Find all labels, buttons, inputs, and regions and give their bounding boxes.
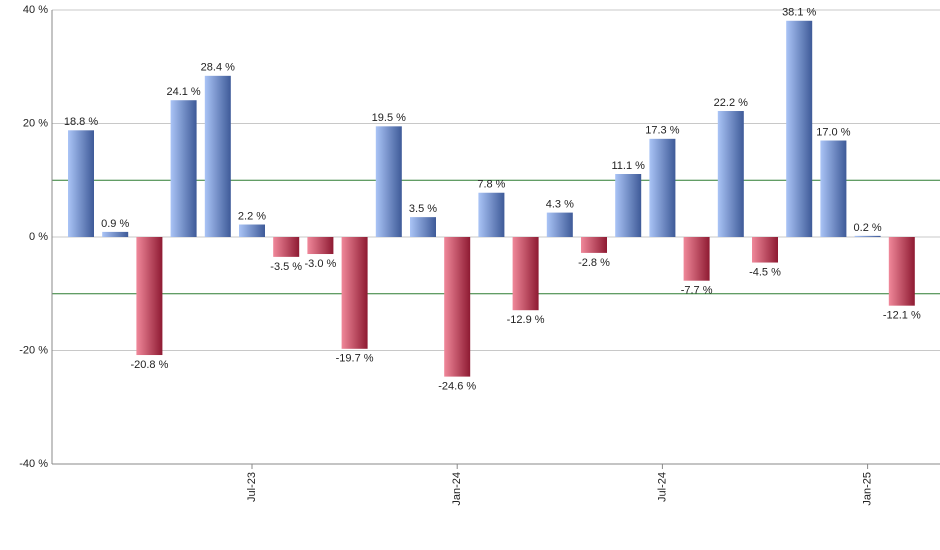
bar: [683, 237, 710, 281]
value-label: -12.9 %: [507, 314, 545, 326]
y-tick-label: -40 %: [19, 458, 48, 470]
x-tick-label: Jan-24: [451, 472, 463, 506]
bar: [546, 212, 573, 237]
value-label: -7.7 %: [681, 285, 713, 297]
bar: [170, 100, 197, 237]
bar: [615, 174, 642, 237]
value-label: 24.1 %: [166, 86, 200, 98]
bar: [649, 138, 676, 237]
bar: [581, 237, 607, 253]
bar: [204, 75, 231, 237]
value-label: 3.5 %: [409, 203, 437, 215]
bar: [239, 224, 265, 237]
bar: [136, 237, 163, 356]
value-label: 4.3 %: [546, 199, 574, 211]
bar: [273, 237, 300, 257]
bar: [102, 231, 129, 237]
bar: [307, 237, 334, 255]
x-tick-label: Jul-23: [246, 472, 258, 502]
value-label: 7.8 %: [477, 179, 505, 191]
bar: [752, 237, 778, 263]
value-label: -2.8 %: [578, 257, 610, 269]
value-label: 17.3 %: [645, 125, 679, 137]
value-label: -4.5 %: [749, 266, 781, 278]
bar: [444, 237, 471, 377]
bar: [410, 217, 436, 237]
bar: [820, 140, 847, 237]
bar: [375, 126, 402, 237]
value-label: 18.8 %: [64, 116, 98, 128]
value-label: 2.2 %: [238, 210, 266, 222]
value-label: 0.2 %: [854, 222, 882, 234]
bar: [341, 237, 368, 349]
value-label: -20.8 %: [130, 359, 168, 371]
y-tick-label: -20 %: [19, 344, 48, 356]
bar: [717, 111, 744, 237]
value-label: -3.5 %: [270, 261, 302, 273]
bar: [786, 20, 813, 237]
value-label: -12.1 %: [883, 310, 921, 322]
value-label: 11.1 %: [611, 160, 645, 172]
value-label: 38.1 %: [782, 7, 816, 19]
x-tick-label: Jan-25: [862, 472, 874, 506]
value-label: -24.6 %: [438, 381, 476, 393]
bar: [512, 237, 539, 311]
bar: [888, 237, 915, 306]
y-tick-label: 20 %: [23, 117, 48, 129]
value-label: 19.5 %: [372, 112, 406, 124]
y-tick-label: 40 %: [23, 4, 48, 16]
value-label: 22.2 %: [714, 97, 748, 109]
value-label: -3.0 %: [305, 258, 337, 270]
value-label: 28.4 %: [201, 62, 235, 74]
value-label: 0.9 %: [101, 218, 129, 230]
value-label: 17.0 %: [816, 126, 850, 138]
bar: [854, 235, 881, 237]
x-tick-label: Jul-24: [656, 472, 668, 502]
bar: [68, 130, 94, 237]
bar: [478, 192, 505, 237]
y-tick-label: 0 %: [29, 231, 48, 243]
value-label: -19.7 %: [336, 353, 374, 365]
